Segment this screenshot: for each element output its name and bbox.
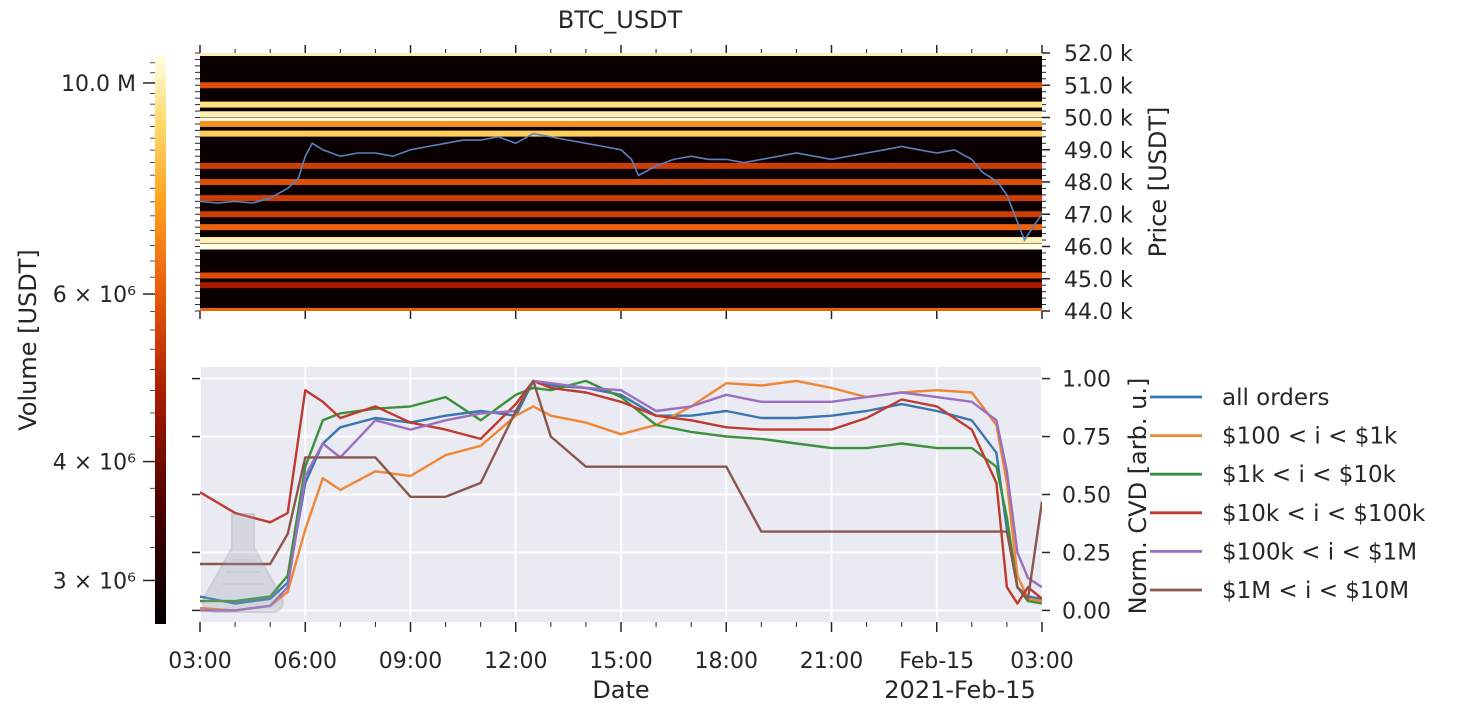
- colorbar-gradient: [155, 55, 166, 624]
- time-tick-label: 15:00: [589, 649, 652, 674]
- cvd-series-line: [200, 379, 1042, 605]
- heatmap-panel: 44.0 k 45.0 k 46.0 k 47.0 k 48.0 k 49.0 k 50.0…: [195, 42, 1172, 325]
- x-axis-label: Date: [592, 676, 649, 704]
- cvd-tick-label: 0.00: [1062, 599, 1111, 624]
- time-tick-label: 18:00: [695, 649, 758, 674]
- heatmap-band: [200, 162, 1042, 169]
- price-axis-label: Price [USDT]: [1144, 107, 1172, 258]
- colorbar-ticks: 10.0 M 6 × 10⁶ 4 × 10⁶ 3 × 10⁶: [53, 62, 155, 594]
- heatmap-band: [200, 272, 1042, 279]
- heatmap-band: [200, 308, 1042, 311]
- price-line: [200, 132, 1042, 242]
- price-tick-label: 44.0 k: [1064, 300, 1133, 325]
- cvd-axis-label: Norm. CVD [arb. u.]: [1124, 378, 1152, 615]
- time-tick-label: 12:00: [484, 649, 547, 674]
- flask-watermark-icon: [202, 513, 284, 613]
- cvd-lines: [200, 379, 1042, 612]
- colorbar-tick-label: 4 × 10⁶: [53, 451, 136, 476]
- heatmap-band: [200, 130, 1042, 137]
- colorbar-label: Volume [USDT]: [14, 249, 42, 431]
- time-tick-label: Feb-15: [899, 649, 974, 674]
- cvd-series-line: [200, 379, 1042, 605]
- cvd-series-line: [200, 379, 1042, 612]
- x-axis-offset-label: 2021-Feb-15: [884, 676, 1035, 704]
- legend-entry-label: $100 < i < $1k: [1222, 424, 1398, 450]
- legend-entry-label: $1M < i < $10M: [1222, 578, 1409, 604]
- heatmap-band: [200, 195, 1042, 202]
- heatmap-band: [200, 211, 1042, 218]
- time-tick-label: 06:00: [274, 649, 337, 674]
- heatmap-bands: [200, 53, 1042, 311]
- cvd-series-line: [200, 379, 1042, 612]
- price-axis-ticks: 44.0 k 45.0 k 46.0 k 47.0 k 48.0 k 49.0 k 50.0…: [195, 42, 1133, 325]
- heatmap-band: [200, 53, 1042, 56]
- cvd-panel: 0.00 0.25 0.50 0.75 1.00 03:00 06:00 09:00 12:0…: [168, 367, 1152, 704]
- cvd-tick-label: 0.75: [1062, 426, 1111, 451]
- time-tick-label: 21:00: [800, 649, 863, 674]
- cvd-series-line: [200, 379, 1042, 600]
- price-tick-label: 51.0 k: [1064, 74, 1133, 99]
- heatmap-band: [200, 120, 1042, 127]
- cvd-grid: [199, 367, 1043, 622]
- heatmap-band: [200, 117, 1042, 124]
- cvd-axis-ticks: 0.00 0.25 0.50 0.75 1.00: [192, 368, 1111, 624]
- legend-entry-label: all orders: [1222, 385, 1330, 411]
- heatmap-band: [200, 243, 1042, 250]
- colorbar-tick-label: 6 × 10⁶: [53, 283, 136, 308]
- time-axis-ticks: 03:00 06:00 09:00 12:00 15:00 18:00 21:00 Feb-1…: [168, 622, 1074, 674]
- heatmap-band: [200, 237, 1042, 244]
- heatmap-band: [200, 82, 1042, 89]
- cvd-tick-label: 1.00: [1062, 368, 1111, 393]
- colorbar-tick-label: 3 × 10⁶: [53, 569, 136, 594]
- colorbar-tick-label: 10.0 M: [61, 72, 136, 97]
- price-tick-label: 48.0 k: [1064, 171, 1133, 196]
- heatmap-band: [200, 224, 1042, 231]
- heatmap-band: [200, 111, 1042, 118]
- legend-entry-label: $10k < i < $100k: [1222, 501, 1426, 527]
- heatmap-band: [200, 179, 1042, 185]
- time-tick-label: 03:00: [1010, 649, 1073, 674]
- price-tick-label: 49.0 k: [1064, 139, 1133, 164]
- time-tick-label: 03:00: [168, 649, 231, 674]
- price-tick-label: 50.0 k: [1064, 107, 1133, 132]
- heatmap-band: [200, 101, 1042, 108]
- price-tick-label: 46.0 k: [1064, 236, 1133, 261]
- chart-title: BTC_USDT: [558, 6, 683, 34]
- heatmap-band: [200, 282, 1042, 289]
- colorbar: 10.0 M 6 × 10⁶ 4 × 10⁶ 3 × 10⁶ Volume [USDT…: [14, 55, 166, 624]
- price-tick-label: 45.0 k: [1064, 268, 1133, 293]
- legend-entry-label: $100k < i < $1M: [1222, 539, 1417, 565]
- legend: all orders $100 < i < $1k $1k < i < $10k $1…: [1150, 385, 1426, 604]
- price-tick-label: 47.0 k: [1064, 203, 1133, 228]
- heatmap-time-ticks: [199, 45, 1043, 319]
- cvd-tick-label: 0.50: [1062, 484, 1111, 509]
- time-tick-label: 09:00: [379, 649, 442, 674]
- legend-entry-label: $1k < i < $10k: [1222, 462, 1397, 488]
- price-tick-label: 52.0 k: [1064, 42, 1133, 67]
- cvd-tick-label: 0.25: [1062, 541, 1111, 566]
